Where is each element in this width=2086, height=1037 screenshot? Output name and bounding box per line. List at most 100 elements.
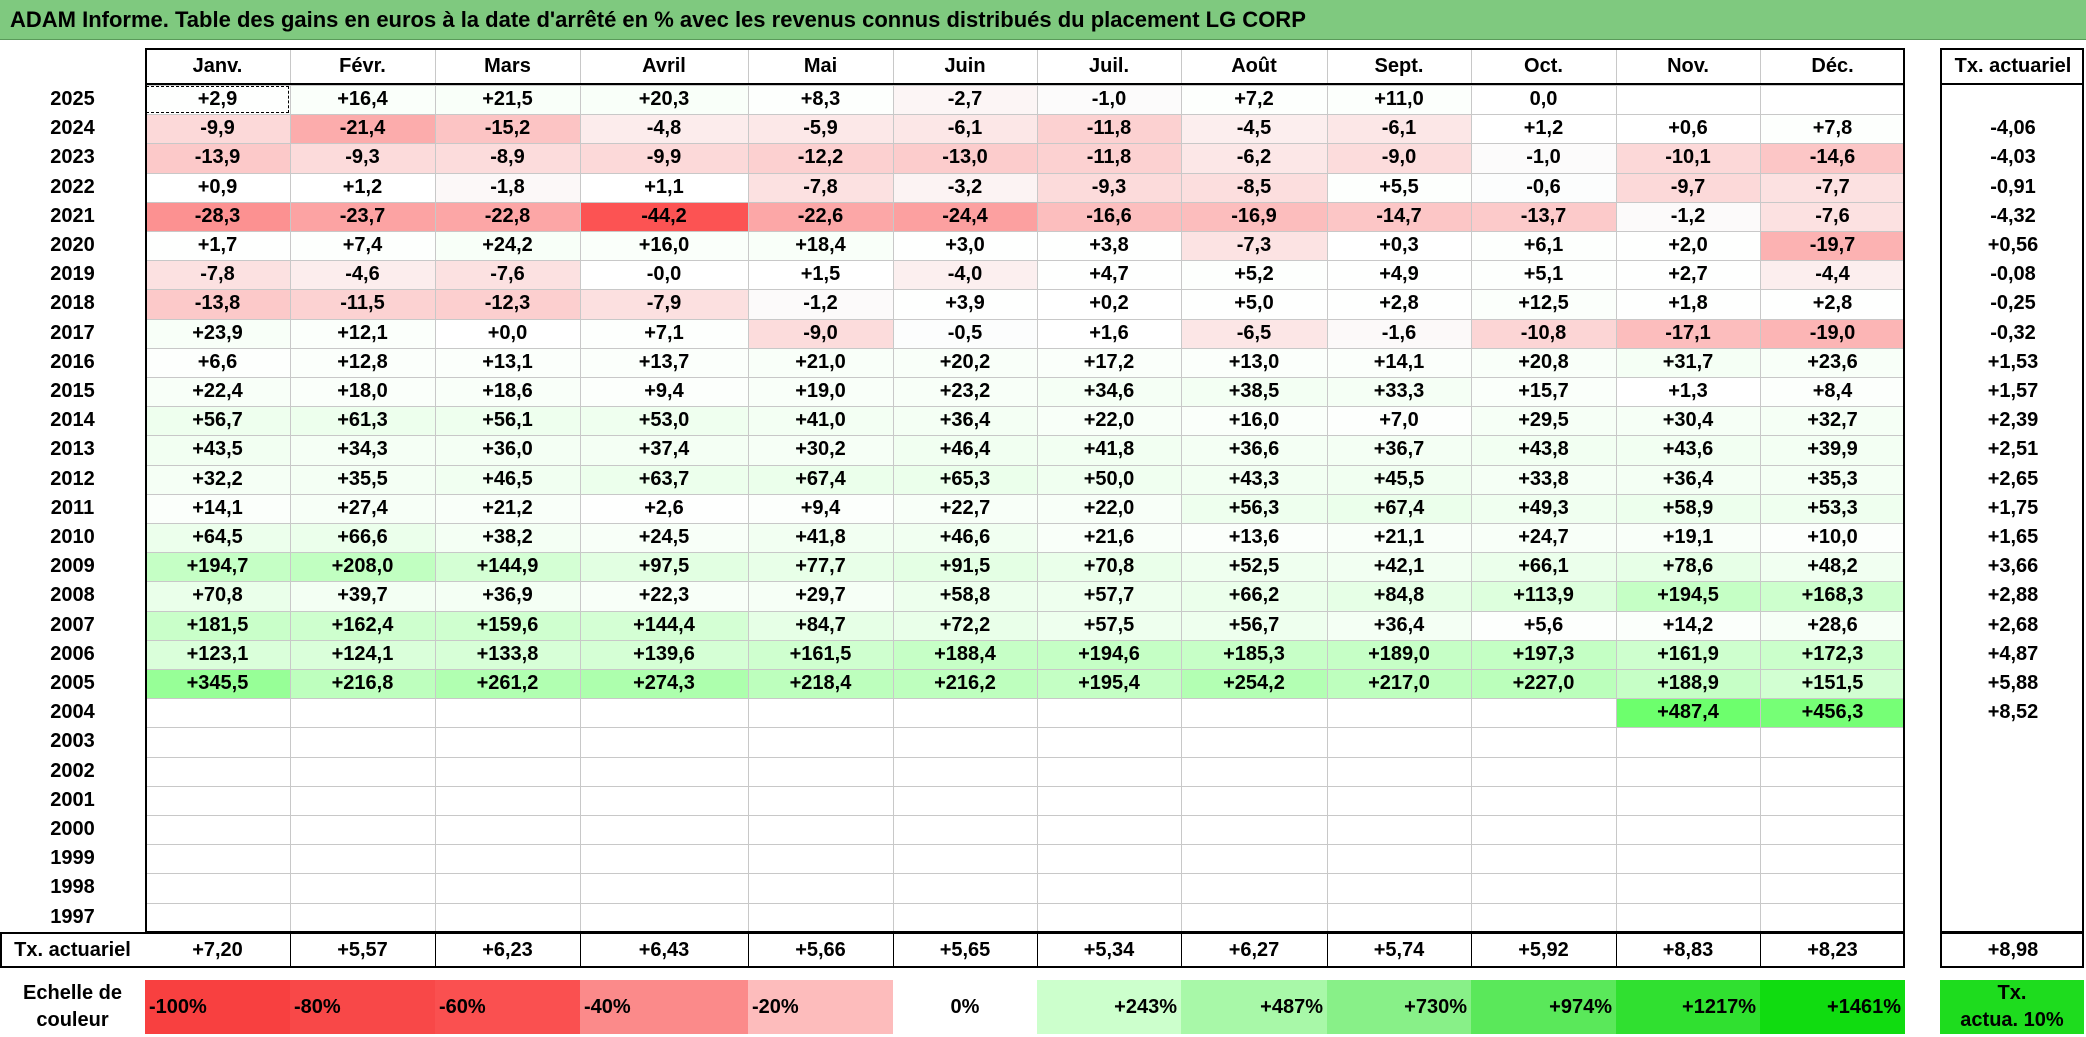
- scale-label-line2: couleur: [36, 1009, 109, 1031]
- table-cell: +1,8: [1616, 289, 1760, 319]
- row-divider: [145, 85, 1905, 86]
- table-cell: +0,3: [1327, 231, 1471, 261]
- table-cell: [1037, 698, 1181, 727]
- table-cell: +1,6: [1037, 318, 1181, 348]
- month-header: Nov.: [1667, 55, 1709, 77]
- row-divider: [145, 523, 1905, 524]
- table-cell: [1037, 757, 1181, 786]
- table-cell: -4,5: [1181, 114, 1327, 144]
- table-cell: +17,2: [1037, 347, 1181, 377]
- scale-tx-swatch: Tx. actua. 10%: [1940, 980, 2084, 1034]
- table-cell: +12,1: [290, 318, 435, 348]
- table-cell: +84,8: [1327, 581, 1471, 611]
- table-cell: [435, 815, 580, 844]
- table-cell: +14,1: [1327, 347, 1471, 377]
- table-cell: +13,7: [580, 347, 748, 377]
- year-label: 2016: [50, 350, 95, 373]
- color-scale-swatch: -80%: [290, 980, 435, 1034]
- row-divider: [145, 289, 1905, 291]
- tx-actuariel-cell: +2,88: [1987, 584, 2039, 607]
- table-cell: +15,7: [1471, 377, 1616, 407]
- table-cell: +133,8: [435, 639, 580, 669]
- table-cell: +46,6: [893, 523, 1037, 553]
- table-cell: +50,0: [1037, 464, 1181, 494]
- table-cell: +56,7: [1181, 610, 1327, 640]
- table-cell: +16,0: [580, 231, 748, 261]
- table-cell: [145, 727, 290, 756]
- table-cell: +22,0: [1037, 493, 1181, 523]
- year-label: 2006: [50, 642, 95, 665]
- table-cell: [290, 757, 435, 786]
- tx-actuariel-cell: +4,87: [1987, 642, 2039, 665]
- table-cell: [290, 727, 435, 756]
- table-cell: -1,2: [748, 289, 893, 319]
- table-cell: [1471, 698, 1616, 727]
- table-cell: +216,8: [290, 669, 435, 699]
- year-label: 1998: [50, 876, 95, 899]
- table-cell: -13,9: [145, 143, 290, 173]
- year-label: 2000: [50, 818, 95, 840]
- tx-actuariel-cell: -0,08: [1990, 263, 2036, 286]
- table-cell: +43,5: [145, 435, 290, 465]
- table-cell: +33,8: [1471, 464, 1616, 494]
- table-cell: -2,7: [893, 85, 1037, 115]
- year-label: 2010: [50, 526, 95, 548]
- table-cell: [1181, 903, 1327, 932]
- row-divider: [145, 844, 1905, 846]
- table-cell: -16,6: [1037, 201, 1181, 231]
- table-cell: -11,8: [1037, 143, 1181, 173]
- table-cell: +64,5: [145, 523, 290, 553]
- table-cell: +66,1: [1471, 552, 1616, 582]
- table-cell: +0,6: [1616, 114, 1760, 144]
- table-cell: [748, 815, 893, 844]
- table-cell: +5,5: [1327, 172, 1471, 202]
- table-cell: +52,5: [1181, 552, 1327, 582]
- table-cell: [1181, 698, 1327, 727]
- tx-actuariel-cell: +2,65: [1987, 467, 2039, 490]
- table-cell: +45,5: [1327, 464, 1471, 494]
- table-cell: +3,9: [893, 289, 1037, 319]
- table-cell: +23,9: [145, 318, 290, 348]
- table-cell: [145, 815, 290, 844]
- footer-column-divider: [290, 933, 291, 967]
- table-cell: -5,9: [748, 114, 893, 144]
- table-cell: +9,4: [748, 493, 893, 523]
- row-divider: [145, 639, 1905, 641]
- color-scale-swatch: 0%: [893, 980, 1037, 1034]
- tx-actuariel-cell: +1,65: [1987, 526, 2039, 548]
- table-cell: +22,7: [893, 493, 1037, 523]
- table-cell: +30,2: [748, 435, 893, 465]
- row-divider: [145, 815, 1905, 816]
- table-cell: [1616, 815, 1760, 844]
- column-divider: [1181, 48, 1182, 932]
- table-cell: [893, 903, 1037, 932]
- year-label: 2020: [50, 234, 95, 256]
- table-cell: -19,0: [1760, 318, 1905, 348]
- table-cell: -16,9: [1181, 201, 1327, 231]
- footer-value: +5,66: [795, 939, 846, 961]
- table-cell: -7,3: [1181, 231, 1327, 261]
- table-cell: +72,2: [893, 610, 1037, 640]
- table-cell: +56,3: [1181, 493, 1327, 523]
- year-label: 2021: [50, 204, 95, 227]
- row-divider: [145, 231, 1905, 232]
- table-cell: +32,2: [145, 464, 290, 494]
- footer-label: Tx. actuariel: [14, 939, 131, 961]
- table-cell: [435, 698, 580, 727]
- table-cell: +3,0: [893, 231, 1037, 261]
- table-cell: [1037, 815, 1181, 844]
- table-cell: [893, 873, 1037, 902]
- table-cell: -9,0: [1327, 143, 1471, 173]
- table-cell: +227,0: [1471, 669, 1616, 699]
- tx-actuariel-cell: [1940, 844, 2086, 873]
- table-cell: +84,7: [748, 610, 893, 640]
- table-cell: +185,3: [1181, 639, 1327, 669]
- table-cell: +195,4: [1037, 669, 1181, 699]
- table-cell: -3,2: [893, 172, 1037, 202]
- table-cell: +2,6: [580, 493, 748, 523]
- table-cell: [1760, 844, 1905, 873]
- table-cell: [145, 873, 290, 902]
- table-cell: [1037, 786, 1181, 815]
- tx-actuariel-cell: +2,51: [1987, 438, 2039, 461]
- year-label: 2024: [50, 117, 95, 140]
